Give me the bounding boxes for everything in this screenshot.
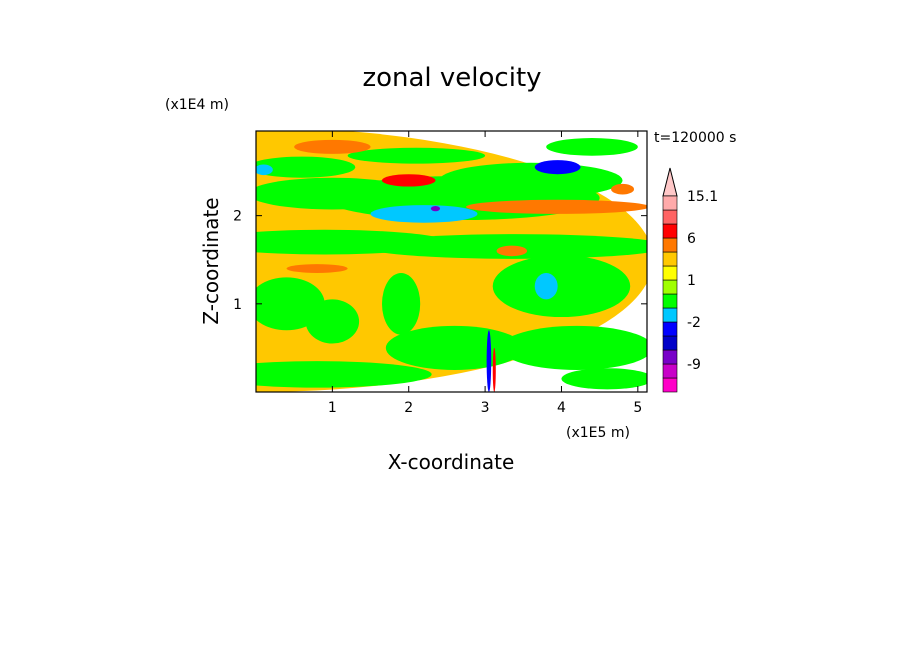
colorbar-swatch [662,251,678,267]
colorbar-label: 6 [687,231,696,247]
contour-region [382,174,436,187]
colorbar-swatch [662,279,678,295]
contour-region [496,245,528,257]
colorbar-swatch [662,349,678,365]
contour-region [256,361,432,388]
contour-region [500,325,647,370]
x-unit-label: (x1E5 m) [566,425,630,441]
colorbar-label: 1 [687,273,696,289]
contour-region [466,199,647,214]
x-tick-label: 2 [404,400,413,416]
colorbar-swatch [662,363,678,379]
plot-frame [255,130,648,393]
colorbar: 15.1 6 1 -2 -9 [662,167,718,393]
contour-region [534,160,581,175]
contour-region [382,272,421,335]
colorbar-swatch [662,195,678,211]
x-tick-label: 5 [633,400,642,416]
contour-region [486,330,492,392]
contour-region [370,205,478,223]
contour-region [534,272,558,300]
y-axis-label: Z-coordinate [199,197,223,324]
contour-region [347,147,486,164]
x-tick-label: 1 [328,400,337,416]
colorbar-swatch [662,293,678,309]
colorbar-swatch [662,223,678,239]
contour-region [286,264,348,273]
y-unit-label: (x1E4 m) [165,97,229,113]
colorbar-label: 15.1 [687,189,718,205]
contour-region [611,183,635,195]
contour-region [546,138,638,156]
time-label: t=120000 s [654,130,736,146]
contour-region [561,368,647,390]
contour-region [492,255,631,318]
colorbar-label: -2 [687,315,701,331]
colorbar-label: -9 [687,357,701,373]
y-tick-label: 1 [233,297,242,313]
chart-title: zonal velocity [362,63,541,93]
colorbar-cap [662,167,678,197]
contour-region [492,347,496,392]
contour-region [256,164,273,176]
x-tick-label: 4 [557,400,566,416]
y-axis: 12 [233,209,647,313]
contour-region [305,299,360,344]
y-tick-label: 2 [233,209,242,225]
contour-field [256,131,647,392]
x-tick-label: 3 [481,400,490,416]
colorbar-swatch [662,335,678,351]
colorbar-swatch [662,237,678,253]
x-axis: 1 2 3 4 5 [328,131,642,416]
x-axis-label: X-coordinate [388,450,515,474]
contour-region [256,177,417,210]
colorbar-swatch [662,209,678,225]
contour-region [294,139,371,154]
colorbar-swatch [662,377,678,393]
colorbar-swatch [662,307,678,323]
contour-region [256,156,356,178]
colorbar-swatch [662,265,678,281]
contour-region [430,205,441,212]
colorbar-swatch [662,321,678,337]
